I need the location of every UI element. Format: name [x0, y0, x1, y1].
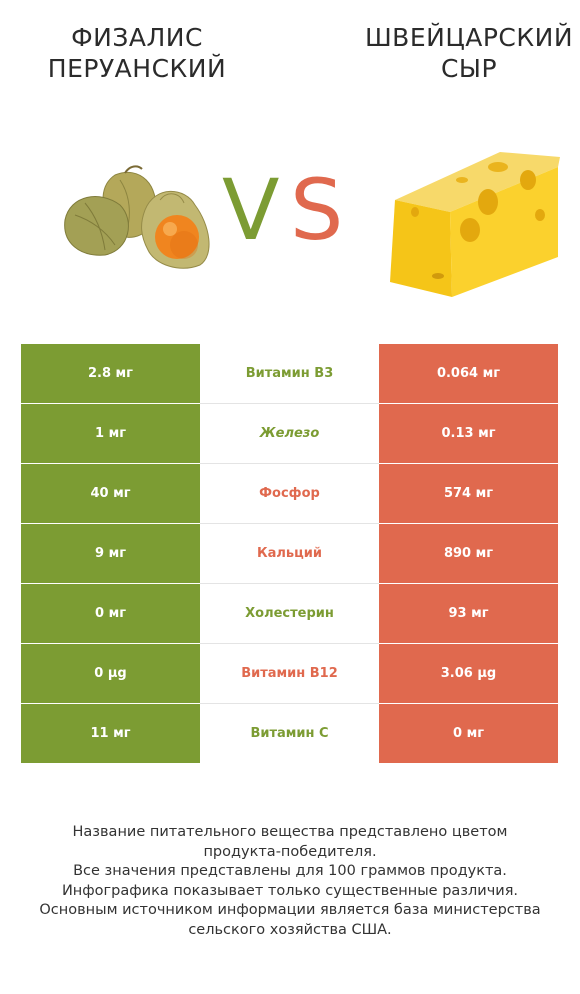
footnote-line: Инфографика показывает только существенн…: [61, 882, 519, 899]
right-product-title: ШВЕЙЦАРСКИЙ СЫР: [364, 22, 574, 84]
left-value: 1 мг: [21, 404, 200, 463]
table-row: 0 µg Витамин B12 3.06 µg: [21, 644, 558, 703]
row-divider: [200, 643, 379, 644]
nutrient-name: Витамин C: [200, 704, 379, 763]
left-value: 11 мг: [21, 704, 200, 763]
table-row: 40 мг Фосфор 574 мг: [21, 464, 558, 523]
right-value: 93 мг: [379, 584, 558, 643]
table-row: 1 мг Железо 0.13 мг: [21, 404, 558, 463]
vs-label: V S: [222, 165, 352, 255]
left-title-line-2: ПЕРУАНСКИЙ: [47, 54, 227, 83]
table-row: 11 мг Витамин C 0 мг: [21, 704, 558, 763]
right-title-line-2: СЫР: [440, 54, 498, 83]
right-value: 890 мг: [379, 524, 558, 583]
physalis-image: [64, 165, 210, 269]
nutrient-name: Железо: [200, 404, 379, 463]
right-title-line-1: ШВЕЙЦАРСКИЙ: [364, 23, 574, 52]
left-value: 40 мг: [21, 464, 200, 523]
row-divider: [200, 583, 379, 584]
footnote: Название питательного вещества представл…: [20, 823, 560, 940]
right-value: 0.13 мг: [379, 404, 558, 463]
table-row: 2.8 мг Витамин B3 0.064 мг: [21, 344, 558, 403]
right-value: 3.06 µg: [379, 644, 558, 703]
left-value: 0 мг: [21, 584, 200, 643]
left-product-title: ФИЗАЛИС ПЕРУАНСКИЙ: [22, 22, 252, 84]
vs-v-letter: V: [222, 161, 280, 259]
nutrient-name: Кальций: [200, 524, 379, 583]
footnote-line: Основным источником информации является …: [39, 902, 541, 918]
right-value: 0.064 мг: [379, 344, 558, 403]
nutrient-name: Витамин B3: [200, 344, 379, 403]
table-row: 9 мг Кальций 890 мг: [21, 524, 558, 583]
left-value: 9 мг: [21, 524, 200, 583]
footnote-line: Название питательного вещества представл…: [72, 824, 508, 840]
row-divider: [200, 463, 379, 464]
row-divider: [200, 403, 379, 404]
right-value: 0 мг: [379, 704, 558, 763]
footnote-line: продукта-победителя.: [203, 843, 377, 860]
table-row: 0 мг Холестерин 93 мг: [21, 584, 558, 643]
row-divider: [200, 523, 379, 524]
left-value: 0 µg: [21, 644, 200, 703]
nutrient-name: Холестерин: [200, 584, 379, 643]
nutrient-name: Фосфор: [200, 464, 379, 523]
right-value: 574 мг: [379, 464, 558, 523]
footnote-line: Все значения представлены для 100 граммо…: [73, 863, 507, 879]
swiss-cheese-image: [390, 152, 560, 297]
vs-s-letter: S: [290, 161, 344, 259]
footnote-line: сельского хозяйства США.: [188, 921, 392, 938]
row-divider: [200, 703, 379, 704]
left-title-line-1: ФИЗАЛИС: [71, 23, 203, 52]
left-value: 2.8 мг: [21, 344, 200, 403]
nutrient-name: Витамин B12: [200, 644, 379, 703]
